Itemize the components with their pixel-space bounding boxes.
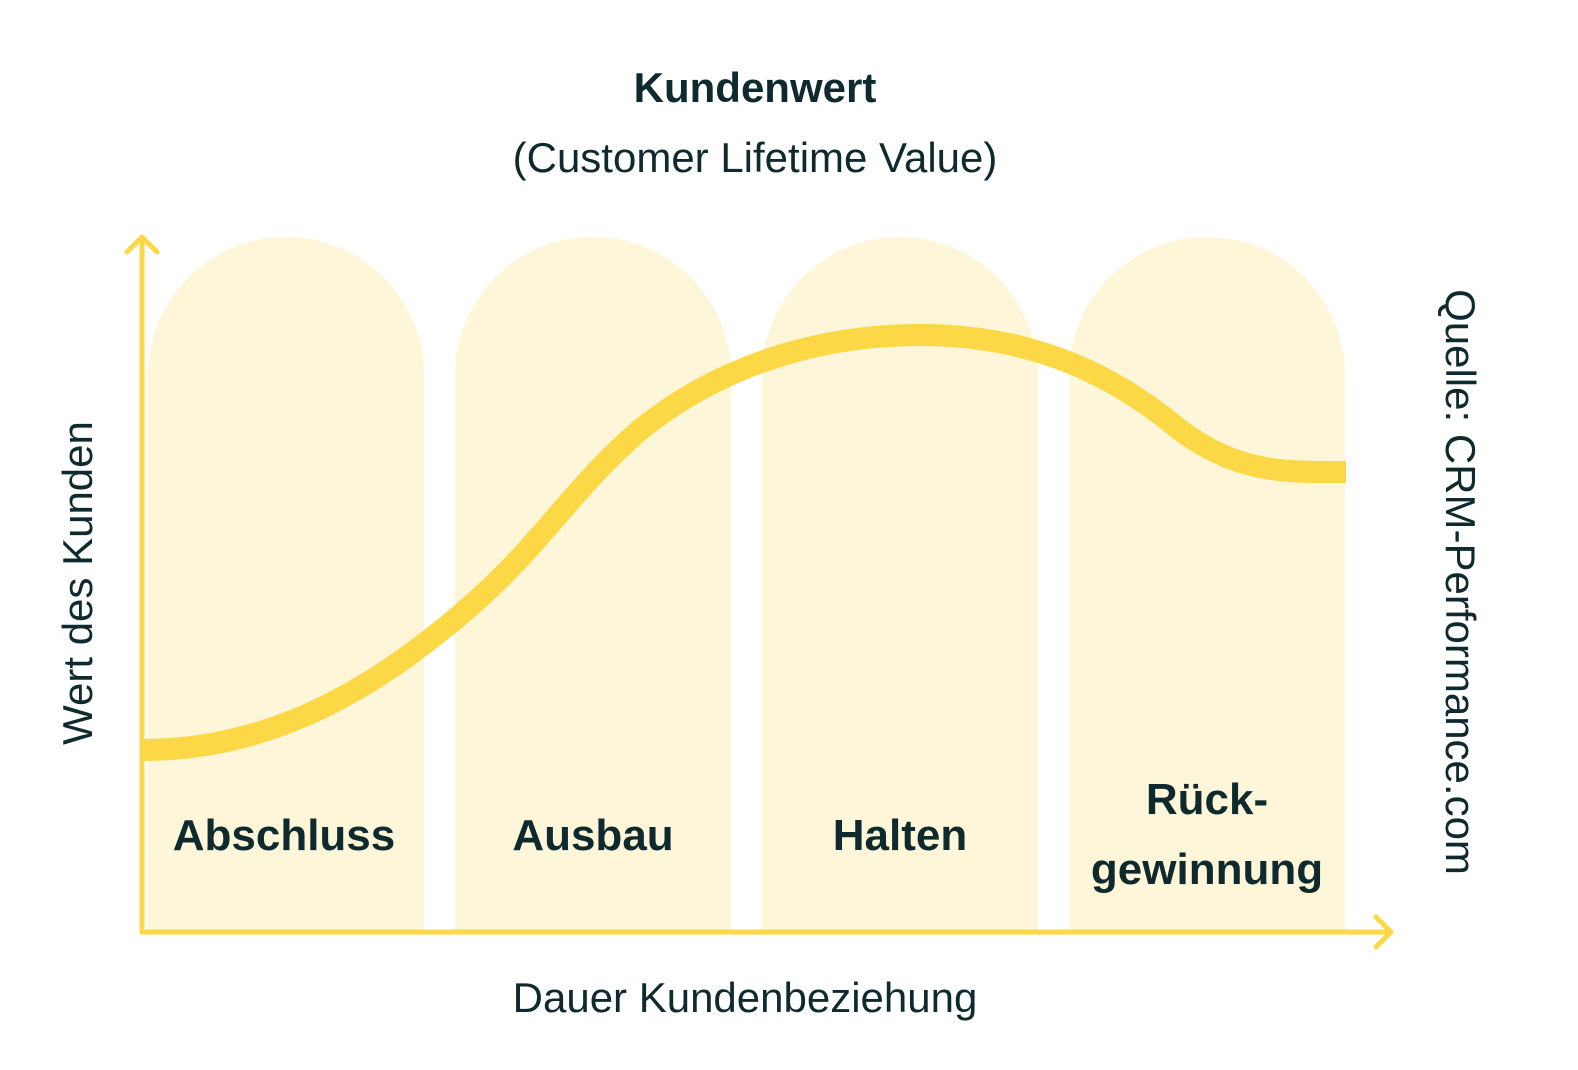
phase-label-rueck: Rück-	[1146, 775, 1268, 824]
phase-label-gewinnung: gewinnung	[1091, 845, 1323, 894]
customer-value-curve	[141, 323, 1347, 761]
diagram-subtitle: (Customer Lifetime Value)	[512, 134, 998, 181]
phase-label-ausbau: Ausbau	[512, 811, 673, 860]
phase-column-halten	[762, 237, 1038, 930]
phase-label-abschluss: Abschluss	[173, 811, 396, 860]
phase-column-rueckgewinnung	[1069, 237, 1345, 930]
y-axis-arrowhead	[124, 234, 160, 255]
diagram-title: Kundenwert	[633, 64, 877, 111]
y-axis-label: Wert des Kunden	[54, 421, 101, 745]
x-axis-label: Dauer Kundenbeziehung	[513, 974, 978, 1021]
phase-label-halten: Halten	[833, 811, 967, 860]
phase-column-abschluss	[148, 237, 424, 930]
x-axis-arrowhead	[1373, 914, 1394, 950]
axes	[124, 234, 1394, 950]
source-note: Quelle: CRM-Performance.com	[1437, 289, 1484, 875]
